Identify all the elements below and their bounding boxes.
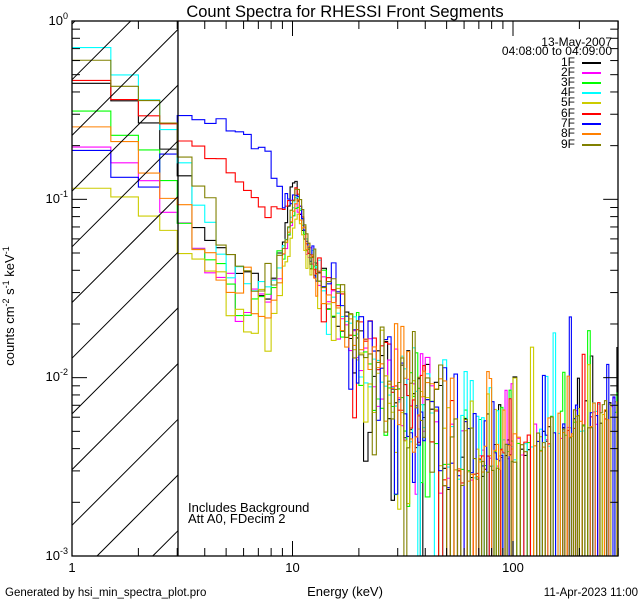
svg-text:11-Apr-2023 11:00: 11-Apr-2023 11:00 [544,587,638,599]
svg-text:1: 1 [68,560,75,575]
svg-text:04:08:00 to 04:09:00: 04:08:00 to 04:09:00 [502,44,612,58]
svg-text:Att A0, FDecim 2: Att A0, FDecim 2 [188,511,286,526]
svg-text:Energy (keV): Energy (keV) [307,584,383,599]
svg-text:Generated by hsi_min_spectra_p: Generated by hsi_min_spectra_plot.pro [5,587,206,599]
svg-text:10: 10 [285,560,299,575]
svg-text:100: 100 [502,560,524,575]
svg-text:9F: 9F [561,137,575,151]
svg-text:Count Spectra for RHESSI Front: Count Spectra for RHESSI Front Segments [186,3,503,21]
